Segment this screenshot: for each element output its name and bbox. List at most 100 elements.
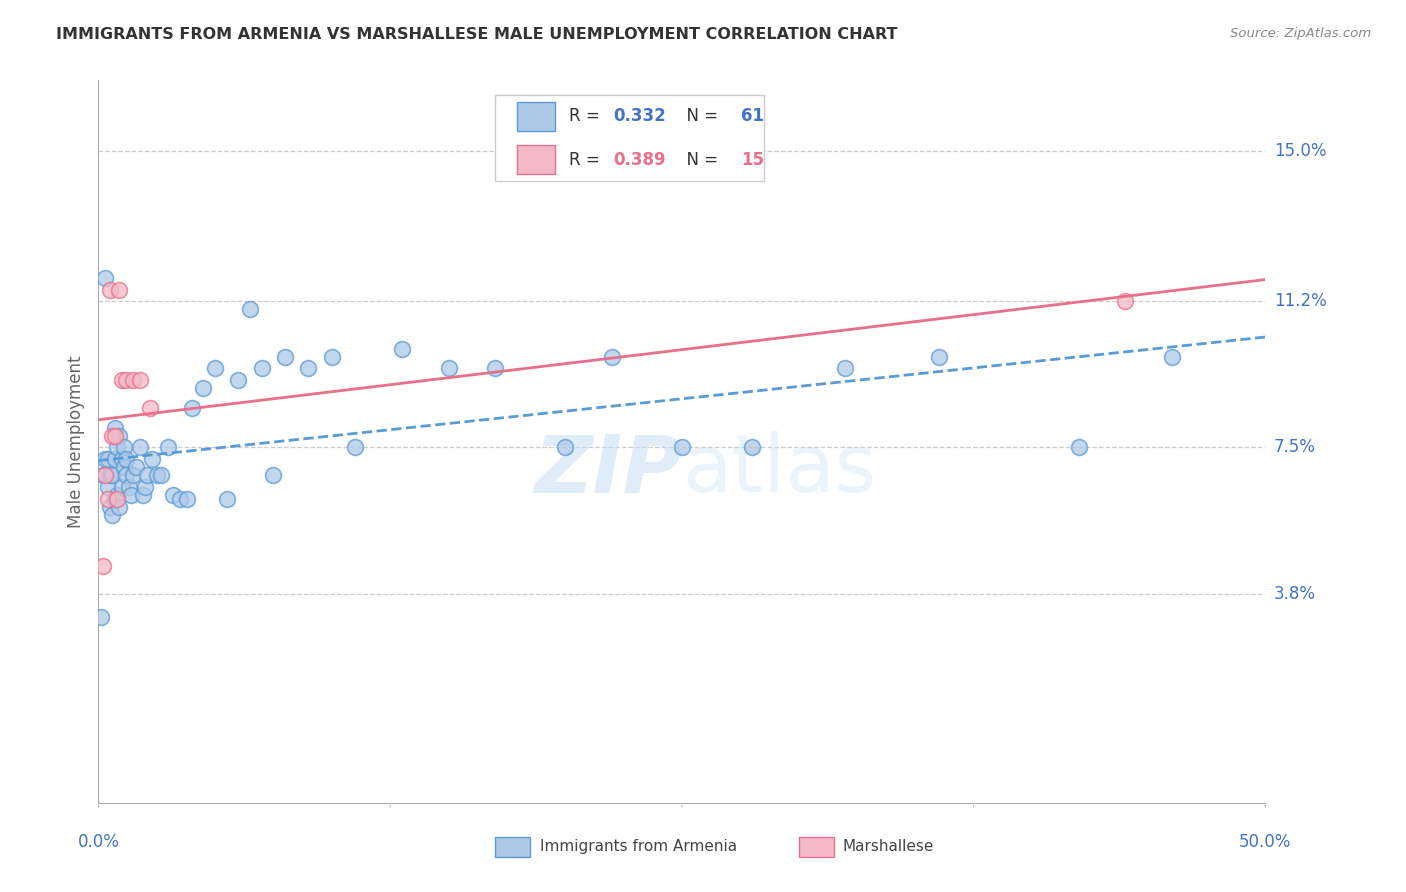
Point xyxy=(136,468,159,483)
Point xyxy=(141,452,163,467)
Point xyxy=(193,381,215,395)
Point xyxy=(162,488,184,502)
FancyBboxPatch shape xyxy=(495,95,763,181)
Point xyxy=(118,480,141,494)
Point xyxy=(554,441,576,455)
FancyBboxPatch shape xyxy=(799,837,834,857)
Point xyxy=(104,428,127,442)
Text: 7.5%: 7.5% xyxy=(1274,439,1316,457)
FancyBboxPatch shape xyxy=(495,837,530,857)
Point xyxy=(274,350,297,364)
Point xyxy=(91,468,114,483)
Point xyxy=(111,480,134,494)
Point xyxy=(115,452,138,467)
Point xyxy=(112,441,135,455)
Point xyxy=(122,373,145,387)
Text: ZIP: ZIP xyxy=(534,432,682,509)
Point xyxy=(101,468,124,483)
Point xyxy=(169,491,191,506)
Text: 3.8%: 3.8% xyxy=(1274,584,1316,602)
Point xyxy=(94,468,117,483)
Point xyxy=(391,342,413,356)
Point xyxy=(122,468,145,483)
Point xyxy=(671,441,693,455)
Point xyxy=(98,283,121,297)
Point xyxy=(108,500,131,514)
Point xyxy=(437,361,460,376)
Point xyxy=(91,558,114,573)
Point xyxy=(146,468,169,483)
Point xyxy=(112,460,135,475)
Point xyxy=(150,468,173,483)
Text: 11.2%: 11.2% xyxy=(1274,293,1326,310)
Point xyxy=(108,428,131,442)
Point xyxy=(1161,350,1184,364)
Point xyxy=(115,373,138,387)
Text: 0.0%: 0.0% xyxy=(77,833,120,851)
Point xyxy=(215,491,238,506)
Point xyxy=(104,491,127,506)
Text: Source: ZipAtlas.com: Source: ZipAtlas.com xyxy=(1230,27,1371,40)
Text: Immigrants from Armenia: Immigrants from Armenia xyxy=(540,839,737,855)
Text: 61: 61 xyxy=(741,107,765,125)
Point xyxy=(132,488,155,502)
Point xyxy=(105,488,128,502)
Point xyxy=(125,460,148,475)
Point xyxy=(105,491,128,506)
Point xyxy=(97,491,120,506)
Point xyxy=(94,452,117,467)
Point xyxy=(928,350,950,364)
Point xyxy=(239,302,262,317)
Point xyxy=(484,361,506,376)
Point xyxy=(90,610,112,624)
Text: N =: N = xyxy=(676,151,724,169)
Point xyxy=(105,441,128,455)
Text: N =: N = xyxy=(676,107,724,125)
Point xyxy=(157,441,180,455)
Point xyxy=(600,350,623,364)
Point xyxy=(204,361,226,376)
Point xyxy=(108,283,131,297)
Point xyxy=(180,401,202,415)
Point xyxy=(297,361,319,376)
Point xyxy=(250,361,273,376)
Point xyxy=(139,401,162,415)
FancyBboxPatch shape xyxy=(517,145,555,175)
Point xyxy=(262,468,284,483)
Text: Marshallese: Marshallese xyxy=(844,839,935,855)
Point xyxy=(94,270,117,285)
Point xyxy=(120,488,142,502)
Point xyxy=(98,468,121,483)
Point xyxy=(98,500,121,514)
Point xyxy=(228,373,250,387)
Point xyxy=(1067,441,1090,455)
Point xyxy=(741,441,763,455)
Text: R =: R = xyxy=(568,107,605,125)
Text: IMMIGRANTS FROM ARMENIA VS MARSHALLESE MALE UNEMPLOYMENT CORRELATION CHART: IMMIGRANTS FROM ARMENIA VS MARSHALLESE M… xyxy=(56,27,898,42)
Point xyxy=(104,421,127,435)
Point xyxy=(176,491,198,506)
Point xyxy=(344,441,367,455)
Point xyxy=(97,452,120,467)
Text: 15: 15 xyxy=(741,151,765,169)
Point xyxy=(101,508,124,522)
Point xyxy=(97,480,120,494)
Point xyxy=(321,350,343,364)
Point xyxy=(115,468,138,483)
Point xyxy=(101,428,124,442)
Y-axis label: Male Unemployment: Male Unemployment xyxy=(66,355,84,528)
Point xyxy=(104,452,127,467)
Text: 0.389: 0.389 xyxy=(613,151,665,169)
FancyBboxPatch shape xyxy=(517,102,555,130)
Text: 15.0%: 15.0% xyxy=(1274,143,1326,161)
Point xyxy=(134,480,156,494)
Point xyxy=(834,361,856,376)
Text: R =: R = xyxy=(568,151,605,169)
Point xyxy=(1114,294,1136,309)
Point xyxy=(111,373,134,387)
Text: atlas: atlas xyxy=(682,432,876,509)
Text: 0.332: 0.332 xyxy=(613,107,666,125)
Point xyxy=(129,373,152,387)
Text: 50.0%: 50.0% xyxy=(1239,833,1292,851)
Point xyxy=(111,452,134,467)
